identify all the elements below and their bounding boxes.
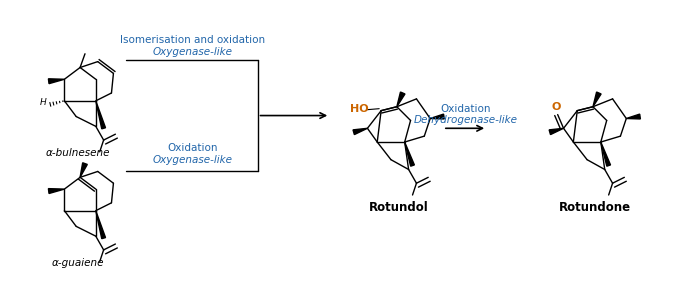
Polygon shape bbox=[397, 92, 405, 107]
Polygon shape bbox=[96, 101, 105, 129]
Text: Dehydrogenase-like: Dehydrogenase-like bbox=[414, 115, 518, 125]
Polygon shape bbox=[405, 142, 414, 166]
Text: α-guaiene: α-guaiene bbox=[52, 258, 104, 268]
Polygon shape bbox=[593, 92, 601, 107]
Text: H: H bbox=[39, 98, 46, 107]
Text: Oxidation: Oxidation bbox=[440, 104, 491, 114]
Text: α-bulnesene: α-bulnesene bbox=[46, 148, 110, 158]
Text: Oxidation: Oxidation bbox=[168, 143, 218, 153]
Text: Rotundol: Rotundol bbox=[369, 201, 429, 214]
Text: O: O bbox=[551, 102, 560, 112]
Text: Isomerisation and oxidation: Isomerisation and oxidation bbox=[120, 35, 266, 45]
Polygon shape bbox=[353, 128, 368, 135]
Polygon shape bbox=[49, 189, 64, 193]
Polygon shape bbox=[549, 128, 564, 135]
Polygon shape bbox=[96, 211, 105, 239]
Polygon shape bbox=[601, 142, 610, 166]
Polygon shape bbox=[49, 79, 64, 84]
Polygon shape bbox=[430, 114, 444, 119]
Polygon shape bbox=[626, 114, 640, 119]
Polygon shape bbox=[80, 163, 87, 177]
Text: Oxygenase-like: Oxygenase-like bbox=[153, 155, 233, 165]
Text: Oxygenase-like: Oxygenase-like bbox=[153, 47, 233, 57]
Text: HO: HO bbox=[350, 104, 369, 114]
Text: Rotundone: Rotundone bbox=[559, 201, 631, 214]
